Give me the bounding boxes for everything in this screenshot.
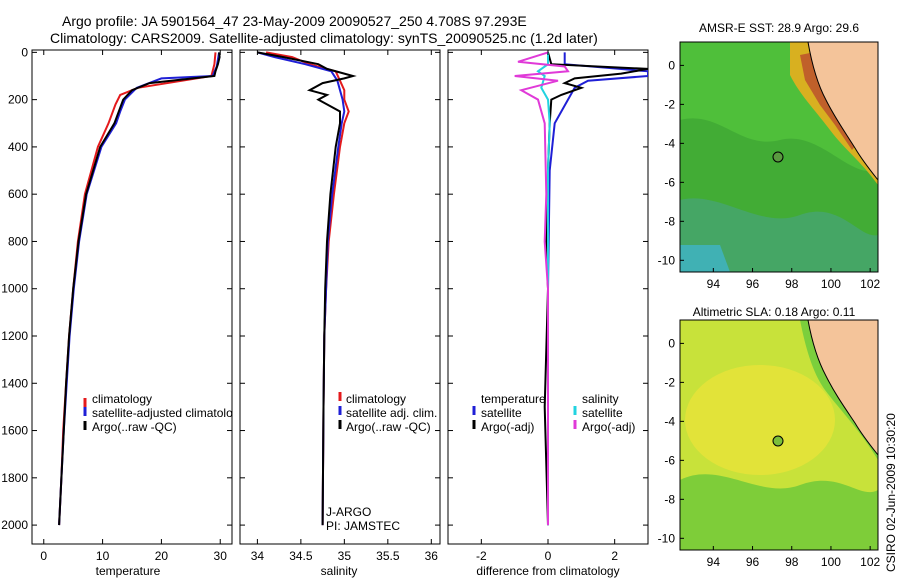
argo-position-marker xyxy=(772,151,784,163)
y-tick-label: 1400 xyxy=(1,376,28,390)
x-tick-label: 30 xyxy=(214,549,228,563)
x-tick-label: 34 xyxy=(251,549,265,563)
map-x-tick-label: 98 xyxy=(785,277,799,291)
header-line2: Climatology: CARS2009. Satellite-adjuste… xyxy=(50,30,598,46)
sst-map-frame xyxy=(679,41,879,273)
map-x-tick-label: 102 xyxy=(860,555,880,569)
legend-label-climatology: climatology xyxy=(92,392,152,406)
difference-xlabel: difference from climatology xyxy=(476,564,619,578)
legend-label-sal-satellite: satellite xyxy=(582,406,623,420)
sumatra-land xyxy=(807,42,878,181)
map-x-tick-label: 96 xyxy=(746,277,760,291)
sla-low-region xyxy=(680,474,878,550)
map-y-tick-label: -2 xyxy=(664,97,675,111)
sst-map-panel: AMSR-E SST: 28.9 Argo: 29.6 94 96 98 100 102… xyxy=(658,21,881,291)
series-line-argo-raw-qc- xyxy=(58,52,221,526)
x-tick-label: 34.5 xyxy=(289,549,313,563)
x-tick-label: 36 xyxy=(425,549,439,563)
map-x-tick-label: 102 xyxy=(860,277,880,291)
sumatra-land xyxy=(807,320,878,456)
legend-heading-temperature: temperature xyxy=(481,392,546,406)
map-y-tick-label: 0 xyxy=(668,336,675,350)
map-x-tick-label: 94 xyxy=(707,277,721,291)
sst-field-band xyxy=(680,118,878,272)
legend-label-climatology: climatology xyxy=(346,392,406,406)
sla-map-title: Altimetric SLA: 0.18 Argo: 0.11 xyxy=(693,305,856,319)
argo-position-marker xyxy=(772,435,784,447)
x-tick-label: 2 xyxy=(611,549,618,563)
legend-label-temp-satellite: satellite xyxy=(481,406,522,420)
y-tick-label: 400 xyxy=(8,140,28,154)
y-tick-label: 1600 xyxy=(1,424,28,438)
legend-label-satellite: satellite-adjusted climatology xyxy=(92,406,245,420)
sla-map-panel: Altimetric SLA: 0.18 Argo: 0.11 94 96 98 10… xyxy=(658,305,881,569)
y-tick-label: 200 xyxy=(8,93,28,107)
y-tick-label: 1000 xyxy=(1,282,28,296)
map-y-tick-label: -2 xyxy=(664,375,675,389)
map-y-tick-label: -6 xyxy=(664,453,675,467)
salinity-xlabel: salinity xyxy=(321,564,358,578)
y-tick-label: 1200 xyxy=(1,329,28,343)
legend-label-satellite: satellite adj. clim. xyxy=(346,406,437,420)
legend-label-argo: Argo(..raw -QC) xyxy=(92,420,177,434)
x-tick-label: 0 xyxy=(40,549,47,563)
x-tick-label: 35.5 xyxy=(376,549,400,563)
map-y-tick-label: -4 xyxy=(664,136,675,150)
legend-label-sal-argo: Argo(-adj) xyxy=(582,420,635,434)
temperature-xlabel: temperature xyxy=(96,564,161,578)
y-tick-label: 600 xyxy=(8,187,28,201)
map-x-tick-label: 94 xyxy=(707,555,721,569)
map-y-tick-label: -6 xyxy=(664,175,675,189)
temperature-axes-frame xyxy=(31,49,233,545)
salinity-legend: climatology satellite adj. clim. Argo(..… xyxy=(338,392,437,434)
sst-field-cool-patch xyxy=(680,245,730,272)
x-tick-label: 20 xyxy=(155,549,169,563)
annotation-jargo: J-ARGO xyxy=(326,505,371,519)
legend-heading-salinity: salinity xyxy=(582,392,619,406)
x-tick-label: 0 xyxy=(545,549,552,563)
sst-field-cool-band xyxy=(680,198,878,272)
y-tick-label: 2000 xyxy=(1,518,28,532)
map-y-tick-label: -10 xyxy=(658,531,676,545)
temperature-panel: 0 10 20 30 0 200 400 600 800 1000 1200 1400 1600 1800… xyxy=(1,45,245,578)
csiro-credit: CSIRO 02-Jun-2009 10:30:20 xyxy=(884,413,898,572)
x-tick-label: 10 xyxy=(96,549,110,563)
y-tick-label: 800 xyxy=(8,234,28,248)
map-x-tick-label: 100 xyxy=(821,555,841,569)
map-y-tick-label: -8 xyxy=(664,492,675,506)
sst-map-title: AMSR-E SST: 28.9 Argo: 29.6 xyxy=(699,21,859,35)
salinity-panel: 34 34.5 35 35.5 36 salinity climatology sate… xyxy=(239,49,441,578)
map-x-tick-label: 96 xyxy=(746,555,760,569)
series-line-argo-raw-qc- xyxy=(257,51,357,526)
map-y-tick-label: 0 xyxy=(668,58,675,72)
map-x-tick-label: 98 xyxy=(785,555,799,569)
x-tick-label: -2 xyxy=(476,549,487,563)
temperature-legend: climatology satellite-adjusted climatolo… xyxy=(83,392,245,434)
annotation-pi: PI: JAMSTEC xyxy=(326,519,400,533)
legend-label-argo: Argo(..raw -QC) xyxy=(346,420,431,434)
header-line1: Argo profile: JA 5901564_47 23-May-2009 … xyxy=(62,13,527,29)
map-x-tick-label: 100 xyxy=(821,277,841,291)
y-tick-label: 1800 xyxy=(1,471,28,485)
legend-label-temp-argo: Argo(-adj) xyxy=(481,420,534,434)
difference-panel: -2 0 2 difference from climatology tempera… xyxy=(447,49,649,578)
x-tick-label: 35 xyxy=(338,549,352,563)
map-y-tick-label: -10 xyxy=(658,253,676,267)
map-y-tick-label: -8 xyxy=(664,214,675,228)
sla-map-frame xyxy=(679,319,879,551)
series-line-salinity-argo-adj- xyxy=(514,51,570,526)
difference-legend: temperature satellite Argo(-adj) salinit… xyxy=(472,392,635,434)
sla-high-region xyxy=(685,365,835,475)
map-y-tick-label: -4 xyxy=(664,414,675,428)
y-tick-label: 0 xyxy=(21,45,28,59)
